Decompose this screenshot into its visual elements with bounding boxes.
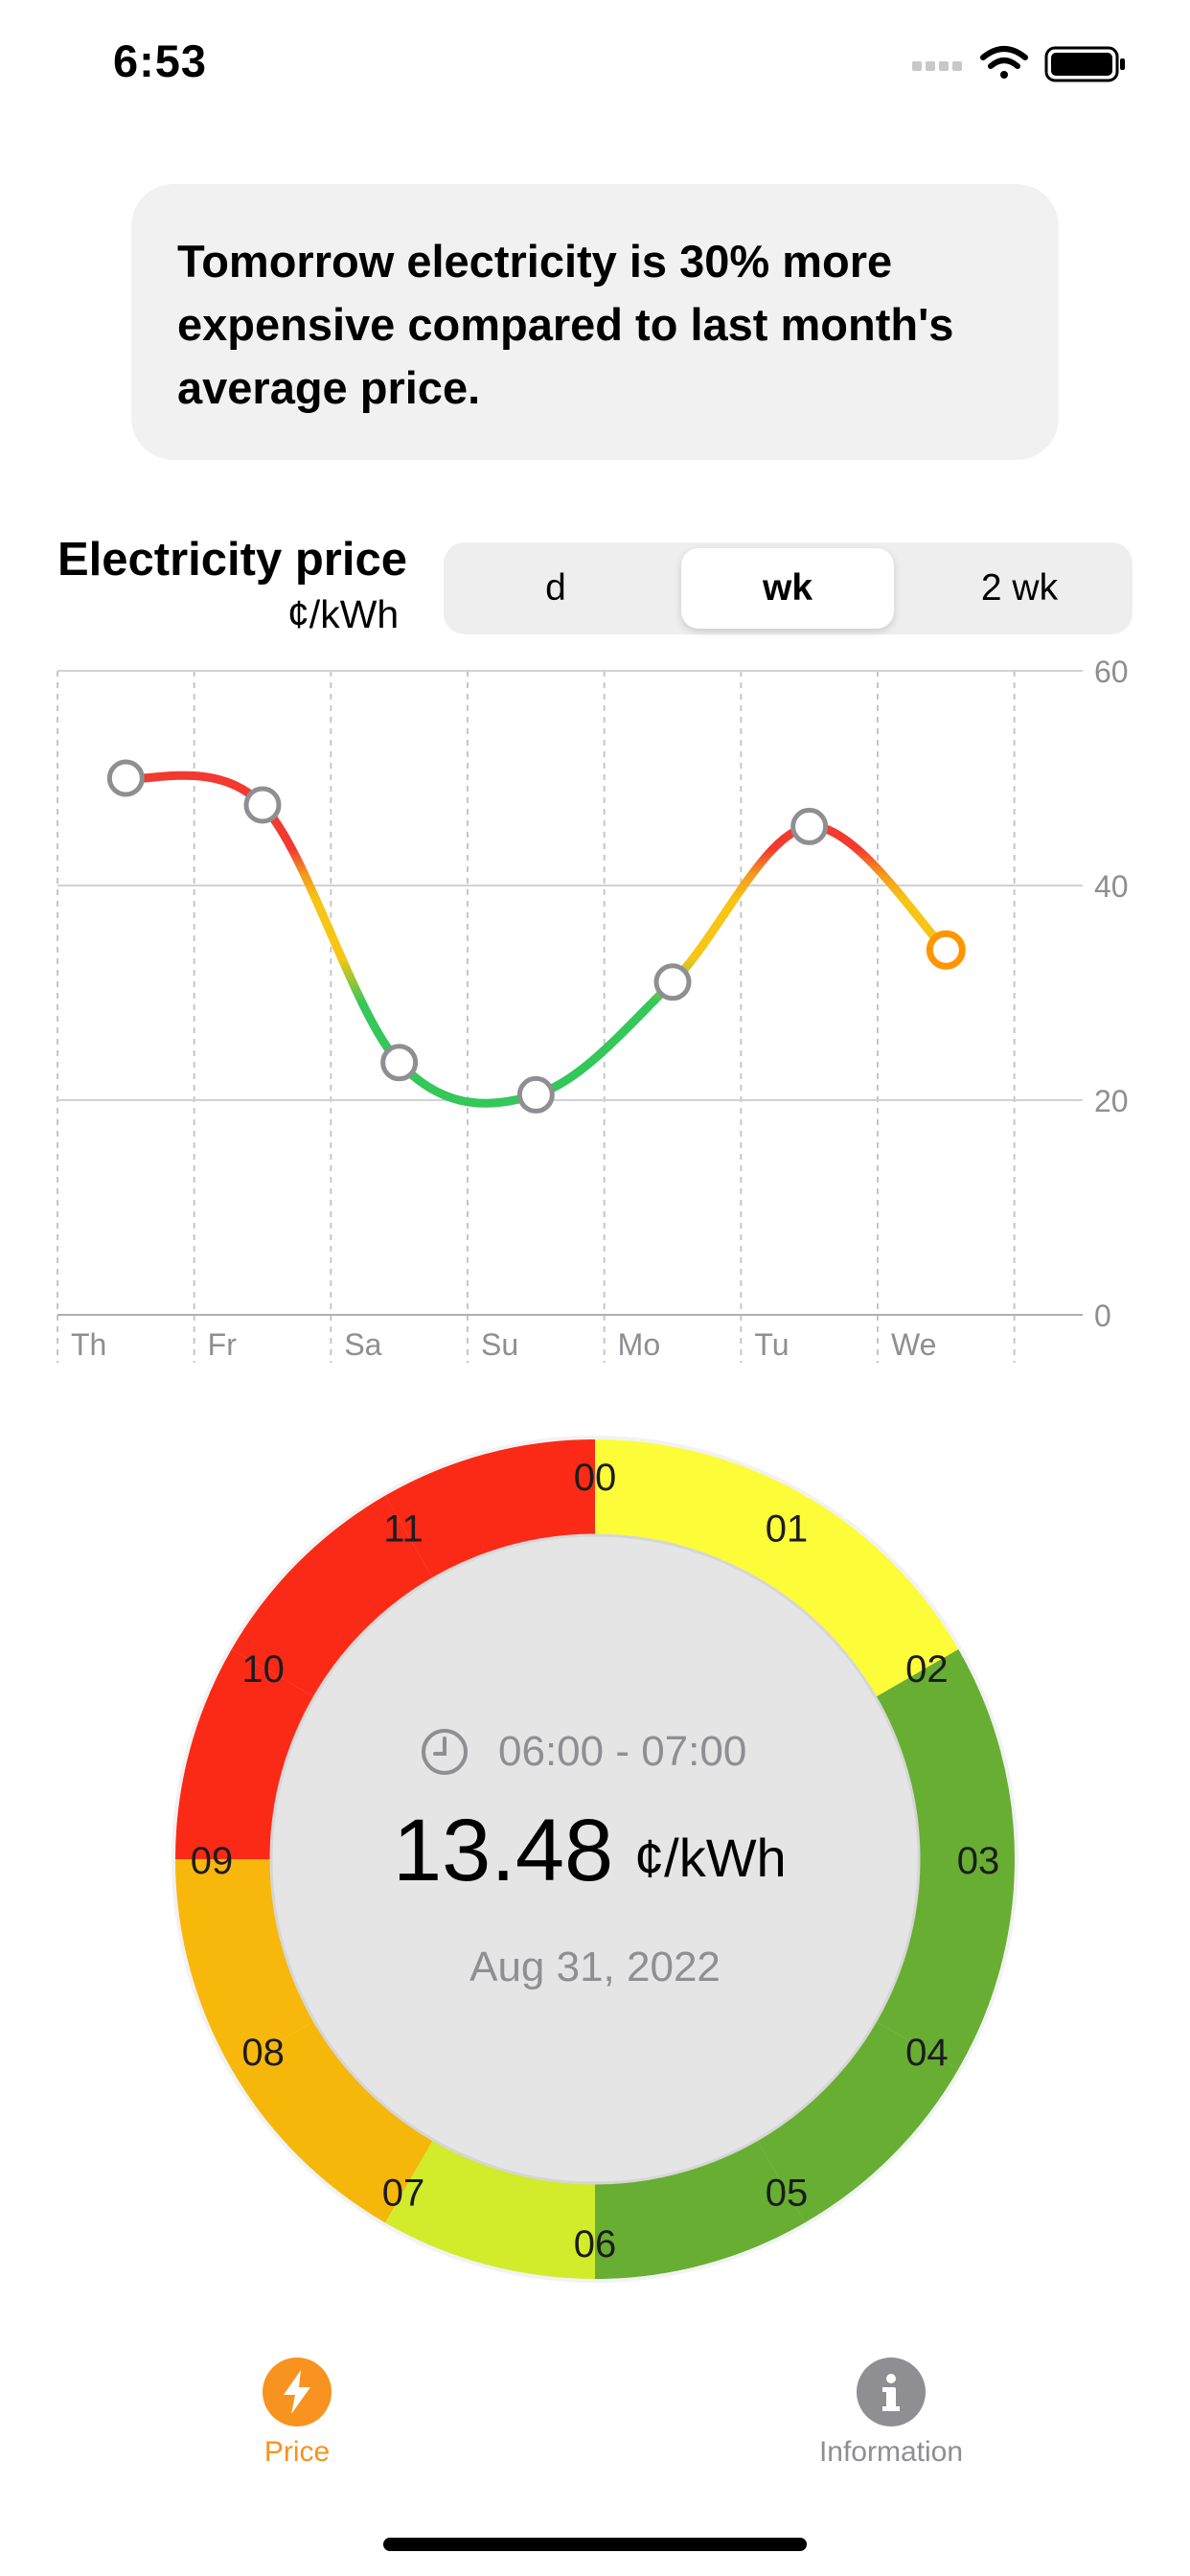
cellular-signal-icon bbox=[912, 61, 962, 71]
x-tick-label: Th bbox=[71, 1327, 106, 1362]
hour-label: 07 bbox=[382, 2172, 425, 2214]
hour-label: 00 bbox=[574, 1457, 617, 1499]
segment-week[interactable]: wk bbox=[681, 548, 894, 629]
hour-label: 04 bbox=[905, 2032, 949, 2074]
price-line-chart: 0 20 40 60 Th Fr Sa Su Mo Tu We bbox=[57, 655, 1129, 1363]
segment-two-weeks[interactable]: 2 wk bbox=[980, 567, 1059, 609]
hour-label: 06 bbox=[574, 2223, 617, 2266]
chart-unit: ¢/kWh bbox=[287, 592, 400, 636]
x-tick-label: Su bbox=[481, 1327, 518, 1362]
status-bar: 6:53 bbox=[0, 0, 1190, 134]
status-icons bbox=[912, 46, 1125, 82]
wifi-icon bbox=[980, 46, 1028, 79]
price-point[interactable] bbox=[653, 963, 692, 1001]
hour-label: 05 bbox=[766, 2172, 809, 2214]
x-tick-label: We bbox=[891, 1327, 936, 1362]
bolt-icon bbox=[263, 2358, 332, 2426]
y-tick-label: 60 bbox=[1094, 655, 1129, 689]
y-tick-label: 40 bbox=[1094, 869, 1129, 904]
tab-price[interactable]: Price bbox=[172, 2358, 422, 2511]
hour-label: 11 bbox=[383, 1508, 423, 1551]
price-comparison-banner: Tomorrow electricity is 30% more expensi… bbox=[131, 184, 1059, 460]
hour-segment-09[interactable] bbox=[175, 1649, 315, 1859]
battery-icon bbox=[1044, 46, 1125, 82]
price-point[interactable] bbox=[106, 759, 145, 797]
hour-segment-11[interactable] bbox=[385, 1439, 595, 1579]
current-price-point[interactable] bbox=[926, 930, 966, 970]
current-price-value: 13.48 bbox=[393, 1802, 613, 1899]
time-range-label: 06:00 - 07:00 bbox=[498, 1728, 746, 1775]
x-tick-label: Tu bbox=[754, 1327, 789, 1362]
status-time: 6:53 bbox=[113, 35, 208, 86]
x-tick-label: Sa bbox=[344, 1327, 381, 1362]
tab-information[interactable]: Information bbox=[767, 2358, 1016, 2511]
hour-price-wheel: 00 01 02 03 04 05 06 07 08 09 10 11 06:00 - 07:00 13.… bbox=[172, 1436, 1018, 2283]
hour-label: 09 bbox=[191, 1840, 234, 1882]
chart-title: Electricity price bbox=[57, 534, 407, 586]
tab-label-information: Information bbox=[818, 2436, 964, 2468]
hour-segment-06[interactable] bbox=[385, 2139, 595, 2279]
clock-icon bbox=[422, 1729, 468, 1775]
hour-segment-03[interactable] bbox=[875, 1859, 1015, 2069]
price-date-label: Aug 31, 2022 bbox=[469, 1944, 721, 1990]
hour-label: 08 bbox=[241, 2032, 285, 2074]
y-tick-label: 0 bbox=[1094, 1299, 1111, 1333]
tab-label-price: Price bbox=[263, 2436, 331, 2468]
tab-bar: Price Information bbox=[0, 2319, 1190, 2511]
hour-segment-05[interactable] bbox=[595, 2139, 805, 2279]
price-point[interactable] bbox=[380, 1044, 419, 1082]
hour-segment-08[interactable] bbox=[175, 1859, 315, 2069]
wheel-center bbox=[269, 1533, 921, 2185]
hour-segment-04[interactable] bbox=[757, 2021, 959, 2223]
chart-header: Electricity price ¢/kWh d wk 2 wk bbox=[57, 533, 1133, 648]
info-icon bbox=[857, 2358, 926, 2426]
x-tick-label: Mo bbox=[618, 1327, 660, 1362]
price-point[interactable] bbox=[243, 786, 282, 824]
y-tick-label: 20 bbox=[1094, 1084, 1129, 1118]
hour-segment-00[interactable] bbox=[595, 1439, 805, 1579]
home-indicator bbox=[383, 2538, 807, 2551]
hour-segment-02[interactable] bbox=[875, 1649, 1015, 1859]
hour-label: 10 bbox=[241, 1648, 285, 1690]
hour-segment-07[interactable] bbox=[231, 2021, 433, 2223]
x-tick-label: Fr bbox=[208, 1327, 238, 1362]
hour-label: 02 bbox=[905, 1648, 949, 1690]
price-point[interactable] bbox=[516, 1075, 555, 1114]
hour-segment-10[interactable] bbox=[231, 1495, 433, 1697]
current-price-unit: ¢/kWh bbox=[634, 1828, 787, 1888]
hour-label: 03 bbox=[957, 1840, 1000, 1882]
price-point[interactable] bbox=[790, 807, 829, 845]
hour-label: 01 bbox=[766, 1508, 809, 1551]
segment-day[interactable]: d bbox=[545, 567, 566, 609]
hour-segment-01[interactable] bbox=[757, 1495, 959, 1697]
period-segmented-control: d wk 2 wk bbox=[444, 542, 1133, 634]
